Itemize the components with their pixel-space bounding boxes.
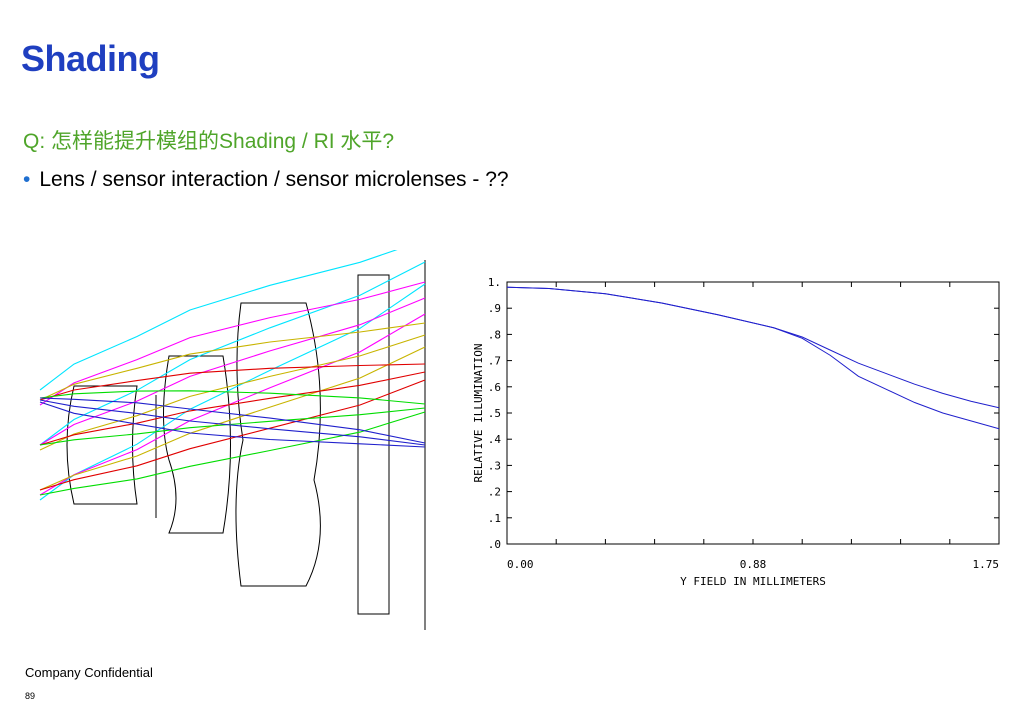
ray-trace bbox=[39, 346, 426, 491]
ray-trace bbox=[39, 390, 426, 405]
y-tick-label: 1. bbox=[488, 276, 501, 289]
y-tick-label: .0 bbox=[488, 538, 501, 551]
x-tick-label: 0.88 bbox=[740, 558, 767, 571]
cover-glass bbox=[357, 274, 390, 615]
footer-confidential: Company Confidential bbox=[25, 665, 153, 680]
y-tick-label: .3 bbox=[488, 459, 501, 472]
x-tick-label: 1.75 bbox=[973, 558, 1000, 571]
x-ticks bbox=[506, 282, 1000, 544]
axes-frame: .0 .1 .2 .3 .4 .5 .6 .7 .8 .9 1. 0.00 0.88 1.75 Y … bbox=[472, 276, 1000, 588]
y-tick-label: .8 bbox=[488, 328, 501, 341]
ray-trace bbox=[39, 363, 426, 401]
slide-title: Shading bbox=[21, 38, 160, 79]
y-tick-label: .2 bbox=[488, 486, 501, 499]
lens-element-1 bbox=[66, 385, 138, 505]
y-tick-label: .4 bbox=[488, 433, 502, 446]
ray-trace bbox=[39, 281, 426, 406]
lens-element-2 bbox=[163, 355, 231, 534]
lens-element-3 bbox=[235, 302, 321, 587]
ray-trace bbox=[39, 379, 426, 491]
x-tick-label: 0.00 bbox=[507, 558, 534, 571]
ri-series-line-1 bbox=[506, 286, 1000, 409]
ray-trace bbox=[39, 297, 426, 446]
ri-series-group bbox=[506, 286, 1000, 430]
y-tick-label: .1 bbox=[488, 512, 501, 525]
lens-elements bbox=[66, 260, 426, 630]
ri-series-line-2 bbox=[506, 286, 1000, 430]
y-ticks: .0 .1 .2 .3 .4 .5 .6 .7 .8 .9 1. bbox=[488, 276, 999, 551]
ray-trace bbox=[39, 261, 426, 446]
ray-trace bbox=[39, 399, 426, 446]
question-text: Q: 怎样能提升模组的Shading / RI 水平? bbox=[23, 130, 395, 153]
ray-trace bbox=[39, 371, 426, 446]
ray-trace bbox=[39, 250, 398, 391]
bullet-item: • Lens / sensor interaction / sensor micr… bbox=[23, 168, 509, 192]
y-tick-label: .7 bbox=[488, 355, 501, 368]
page-number: 89 bbox=[25, 691, 36, 701]
y-tick-label: .9 bbox=[488, 302, 501, 315]
relative-illumination-chart: .0 .1 .2 .3 .4 .5 .6 .7 .8 .9 1. 0.00 0.88 1.75 Y … bbox=[472, 276, 1000, 588]
lens-ray-diagram bbox=[39, 250, 426, 630]
y-tick-label: .5 bbox=[488, 407, 501, 420]
ray-trace bbox=[39, 411, 426, 496]
ray-trace bbox=[39, 322, 426, 401]
y-axis-label: RELATIVE ILLUMINATION bbox=[472, 343, 485, 482]
y-tick-label: .6 bbox=[488, 381, 501, 394]
bullet-dot-icon: • bbox=[23, 168, 31, 191]
ray-trace bbox=[39, 397, 426, 444]
ray-trace bbox=[39, 334, 426, 451]
bullet-text: Lens / sensor interaction / sensor micro… bbox=[39, 168, 509, 191]
ray-trace bbox=[39, 407, 426, 446]
ray-traces bbox=[39, 250, 426, 501]
ray-trace bbox=[39, 401, 426, 448]
x-axis-label: Y FIELD IN MILLIMETERS bbox=[680, 575, 826, 588]
